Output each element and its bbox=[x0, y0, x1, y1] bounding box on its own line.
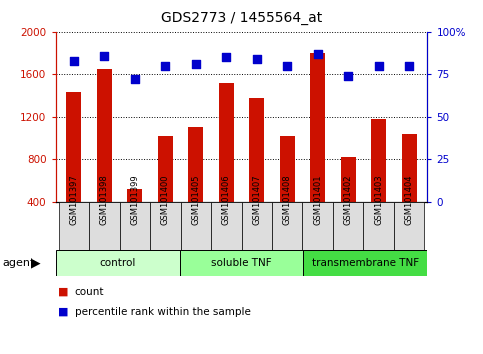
Text: GSM101404: GSM101404 bbox=[405, 174, 413, 225]
Text: GSM101408: GSM101408 bbox=[283, 174, 292, 225]
Point bbox=[222, 55, 230, 60]
Point bbox=[284, 63, 291, 69]
Bar bbox=[120, 202, 150, 250]
Text: GSM101400: GSM101400 bbox=[161, 174, 170, 225]
Bar bbox=[280, 136, 295, 244]
Text: GDS2773 / 1455564_at: GDS2773 / 1455564_at bbox=[161, 11, 322, 25]
Bar bbox=[302, 202, 333, 250]
Bar bbox=[127, 189, 142, 244]
Bar bbox=[188, 127, 203, 244]
Text: ■: ■ bbox=[58, 287, 69, 297]
Point bbox=[100, 53, 108, 58]
Text: GSM101398: GSM101398 bbox=[100, 174, 109, 225]
Bar bbox=[97, 69, 112, 244]
Text: GSM101406: GSM101406 bbox=[222, 174, 231, 225]
Bar bbox=[249, 98, 264, 244]
Bar bbox=[363, 202, 394, 250]
Bar bbox=[242, 202, 272, 250]
Point bbox=[314, 51, 322, 57]
Bar bbox=[56, 250, 180, 276]
Text: soluble TNF: soluble TNF bbox=[211, 258, 272, 268]
Bar bbox=[394, 202, 425, 250]
Bar bbox=[219, 83, 234, 244]
Bar bbox=[333, 202, 363, 250]
Text: transmembrane TNF: transmembrane TNF bbox=[312, 258, 419, 268]
Point bbox=[161, 63, 169, 69]
Text: percentile rank within the sample: percentile rank within the sample bbox=[75, 307, 251, 316]
Text: GSM101407: GSM101407 bbox=[252, 174, 261, 225]
Bar bbox=[89, 202, 120, 250]
Point bbox=[70, 58, 78, 64]
Bar bbox=[341, 157, 356, 244]
Text: GSM101401: GSM101401 bbox=[313, 174, 322, 225]
Bar bbox=[180, 250, 303, 276]
Text: count: count bbox=[75, 287, 104, 297]
Bar bbox=[371, 119, 386, 244]
Text: GSM101403: GSM101403 bbox=[374, 174, 383, 225]
Text: GSM101399: GSM101399 bbox=[130, 174, 139, 225]
Text: ▶: ▶ bbox=[31, 256, 41, 269]
Bar bbox=[157, 136, 173, 244]
Bar bbox=[303, 250, 427, 276]
Point bbox=[375, 63, 383, 69]
Bar bbox=[272, 202, 302, 250]
Text: GSM101405: GSM101405 bbox=[191, 174, 200, 225]
Text: GSM101402: GSM101402 bbox=[344, 174, 353, 225]
Bar bbox=[66, 92, 82, 244]
Text: control: control bbox=[99, 258, 136, 268]
Text: agent: agent bbox=[2, 258, 35, 268]
Point bbox=[344, 73, 352, 79]
Point bbox=[131, 76, 139, 82]
Text: GSM101397: GSM101397 bbox=[70, 174, 78, 225]
Bar bbox=[310, 53, 326, 244]
Bar bbox=[58, 202, 89, 250]
Bar bbox=[401, 134, 417, 244]
Bar bbox=[181, 202, 211, 250]
Point bbox=[253, 56, 261, 62]
Point bbox=[405, 63, 413, 69]
Bar bbox=[150, 202, 181, 250]
Text: ■: ■ bbox=[58, 307, 69, 316]
Bar bbox=[211, 202, 242, 250]
Point bbox=[192, 61, 199, 67]
